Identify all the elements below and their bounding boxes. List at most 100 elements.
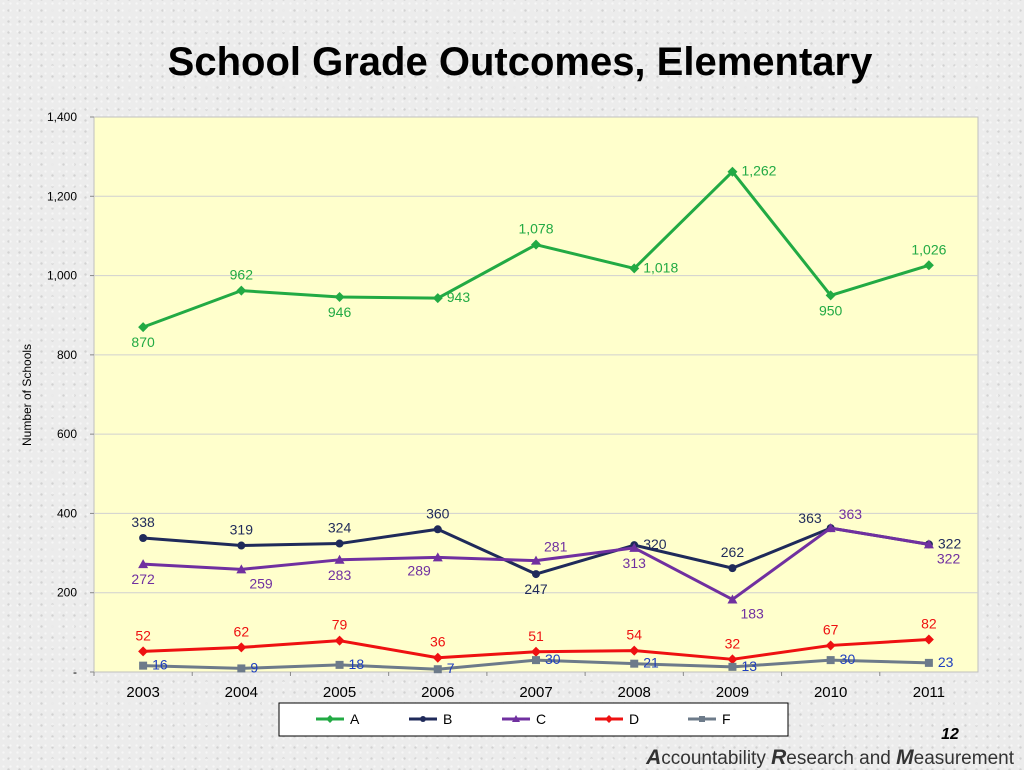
- series-b: 338 319 324 360 247 320 262 363 322: [131, 505, 961, 597]
- legend-item-b: B: [409, 711, 452, 727]
- data-label: 259: [249, 575, 273, 591]
- data-label: 23: [938, 654, 954, 670]
- series-c-point: [236, 564, 247, 574]
- series-a-point: [138, 322, 149, 333]
- series-f-point: [335, 660, 344, 669]
- series-b-point: [139, 534, 148, 543]
- data-label: 320: [643, 536, 667, 552]
- data-label: 7: [447, 660, 455, 676]
- series-b-point: [433, 525, 442, 534]
- data-label: 363: [798, 510, 822, 526]
- data-label: 272: [131, 571, 155, 587]
- x-tick-label: 2011: [913, 684, 945, 701]
- footer-initial-2: R: [771, 746, 787, 769]
- legend-label: B: [443, 711, 452, 727]
- y-axis: - 200 400 600 800 1,000 1,200 1,400: [47, 110, 94, 679]
- page-number: 12: [941, 726, 959, 743]
- data-label: 18: [349, 656, 365, 672]
- series-c-point: [138, 559, 149, 569]
- data-label: 82: [921, 615, 937, 631]
- legend-label: F: [722, 711, 731, 727]
- data-label: 943: [447, 289, 471, 305]
- series-d-point: [531, 646, 541, 657]
- y-tick-label: 400: [57, 506, 77, 520]
- series-f-point: [532, 656, 540, 665]
- series-a-point: [432, 293, 443, 304]
- series-a-point: [923, 260, 934, 271]
- data-label: 1,078: [518, 221, 553, 237]
- series-d-point: [825, 640, 836, 651]
- data-label: 51: [528, 628, 544, 644]
- series-b-point: [237, 541, 246, 550]
- y-tick-label: 1,400: [47, 110, 77, 124]
- series-c-point: [923, 539, 934, 549]
- data-label: 67: [823, 621, 839, 637]
- data-label: 247: [524, 581, 548, 597]
- series-b-point: [532, 570, 540, 579]
- data-label: 360: [426, 505, 450, 521]
- series-f: 16 9 18 7 30 21 13 30 23: [139, 651, 954, 676]
- data-label: 363: [839, 506, 863, 522]
- data-label: 13: [741, 658, 757, 674]
- series-d-point: [629, 645, 640, 656]
- footer-word-1: ccountability: [661, 748, 772, 769]
- series-d-point: [923, 634, 934, 645]
- footer-word-2: esearch and: [786, 748, 897, 769]
- y-tick-label: 1,000: [47, 269, 77, 283]
- data-label: 21: [643, 655, 659, 671]
- series-d-point: [334, 635, 345, 646]
- series-d-point: [727, 654, 738, 665]
- data-label: 183: [740, 605, 764, 621]
- x-tick-label: 2004: [225, 684, 258, 701]
- legend-label: D: [629, 711, 639, 727]
- series-c-point: [727, 594, 738, 604]
- series-d-point: [236, 642, 247, 653]
- series-b-point: [335, 539, 344, 548]
- y-tick-label: 200: [57, 586, 77, 600]
- series-c: 272 259 283 289 281 313 183 363 322: [131, 506, 960, 621]
- data-label: 54: [626, 627, 642, 643]
- series-f-point: [139, 661, 148, 670]
- legend-item-a: A: [316, 711, 360, 727]
- data-label: 262: [721, 544, 745, 560]
- data-label: 338: [131, 514, 155, 530]
- series-f-point: [630, 659, 639, 668]
- x-tick-label: 2006: [421, 684, 454, 701]
- series-d: 52 62 79 36 51 54 32 67 82: [135, 615, 937, 665]
- data-label: 319: [230, 522, 254, 538]
- data-label: 289: [407, 562, 431, 578]
- data-label: 16: [152, 657, 168, 673]
- data-label: 324: [328, 520, 352, 536]
- data-label: 62: [234, 623, 250, 639]
- data-label: 283: [328, 567, 352, 583]
- data-label: 79: [332, 617, 348, 633]
- series-a-point: [531, 239, 541, 250]
- data-label: 1,018: [643, 259, 678, 275]
- page-title: School Grade Outcomes, Elementary: [167, 40, 873, 84]
- legend-swatch-marker: [699, 716, 705, 722]
- data-label: 322: [938, 535, 962, 551]
- data-label: 946: [328, 304, 352, 320]
- series-f-point: [237, 664, 246, 673]
- data-label: 950: [819, 302, 843, 318]
- series-f-point: [433, 665, 442, 674]
- series-d-point: [432, 652, 443, 663]
- x-axis: 2003 2004 2005 2006 2007 2008 2009 2010 2011: [93, 672, 945, 701]
- legend-swatch-marker: [420, 716, 426, 722]
- series-b-point: [728, 564, 737, 573]
- legend-item-f: F: [688, 711, 731, 727]
- data-label: 870: [131, 334, 155, 350]
- x-tick-label: 2008: [618, 684, 651, 701]
- gridlines: [94, 195, 978, 594]
- series-a-point: [629, 263, 640, 274]
- x-tick-label: 2010: [814, 684, 847, 701]
- x-tick-label: 2007: [519, 684, 552, 701]
- series-f-point: [728, 662, 737, 671]
- data-label: 962: [230, 267, 254, 283]
- data-label: 313: [623, 555, 647, 571]
- data-label: 1,262: [741, 163, 776, 179]
- footer-brand: Accountability Research and Measurement: [646, 746, 1014, 770]
- legend-label: C: [536, 711, 546, 727]
- data-label: 30: [545, 651, 561, 667]
